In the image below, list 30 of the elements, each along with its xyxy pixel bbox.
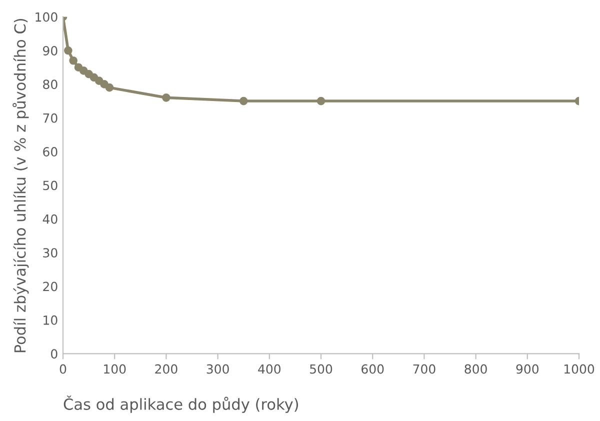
y-tick-label: 90 <box>43 46 58 56</box>
y-tick-label: 50 <box>43 180 58 190</box>
x-tick-label: 1000 <box>564 364 594 374</box>
point <box>69 56 78 65</box>
y-tick-label: 60 <box>43 147 58 156</box>
x-tick-label: 400 <box>258 364 280 374</box>
x-tick-label: 700 <box>413 364 436 374</box>
y-tick-label: 70 <box>43 113 58 123</box>
point <box>316 96 326 106</box>
x-tick-label: 600 <box>362 364 384 374</box>
y-tick-label: 80 <box>43 80 58 90</box>
y-tick-label: 20 <box>43 282 58 292</box>
y-tick-label: 0 <box>51 349 58 359</box>
y-tick-label: 40 <box>42 214 58 224</box>
x-tick-label: 900 <box>516 364 538 374</box>
x-tick-label: 300 <box>206 364 229 374</box>
point <box>105 83 114 92</box>
x-tick-label: 800 <box>464 364 487 374</box>
y-tick-label: 100 <box>36 12 58 22</box>
y-tick-label: 30 <box>43 248 58 258</box>
x-tick-label: 200 <box>155 364 178 374</box>
y-tick-label: 10 <box>44 315 58 325</box>
point <box>162 94 170 102</box>
point <box>239 96 248 106</box>
y-axis-title: Podíl zbývajícího uhlíku (v % z původního C) <box>12 18 29 352</box>
x-axis-title: Čas od aplikace do půdy (roky) <box>64 396 298 413</box>
x-tick-label: 100 <box>104 364 126 374</box>
x-tick-label: 0 <box>60 364 66 374</box>
point <box>64 46 72 55</box>
x-tick-label: 500 <box>310 364 332 374</box>
